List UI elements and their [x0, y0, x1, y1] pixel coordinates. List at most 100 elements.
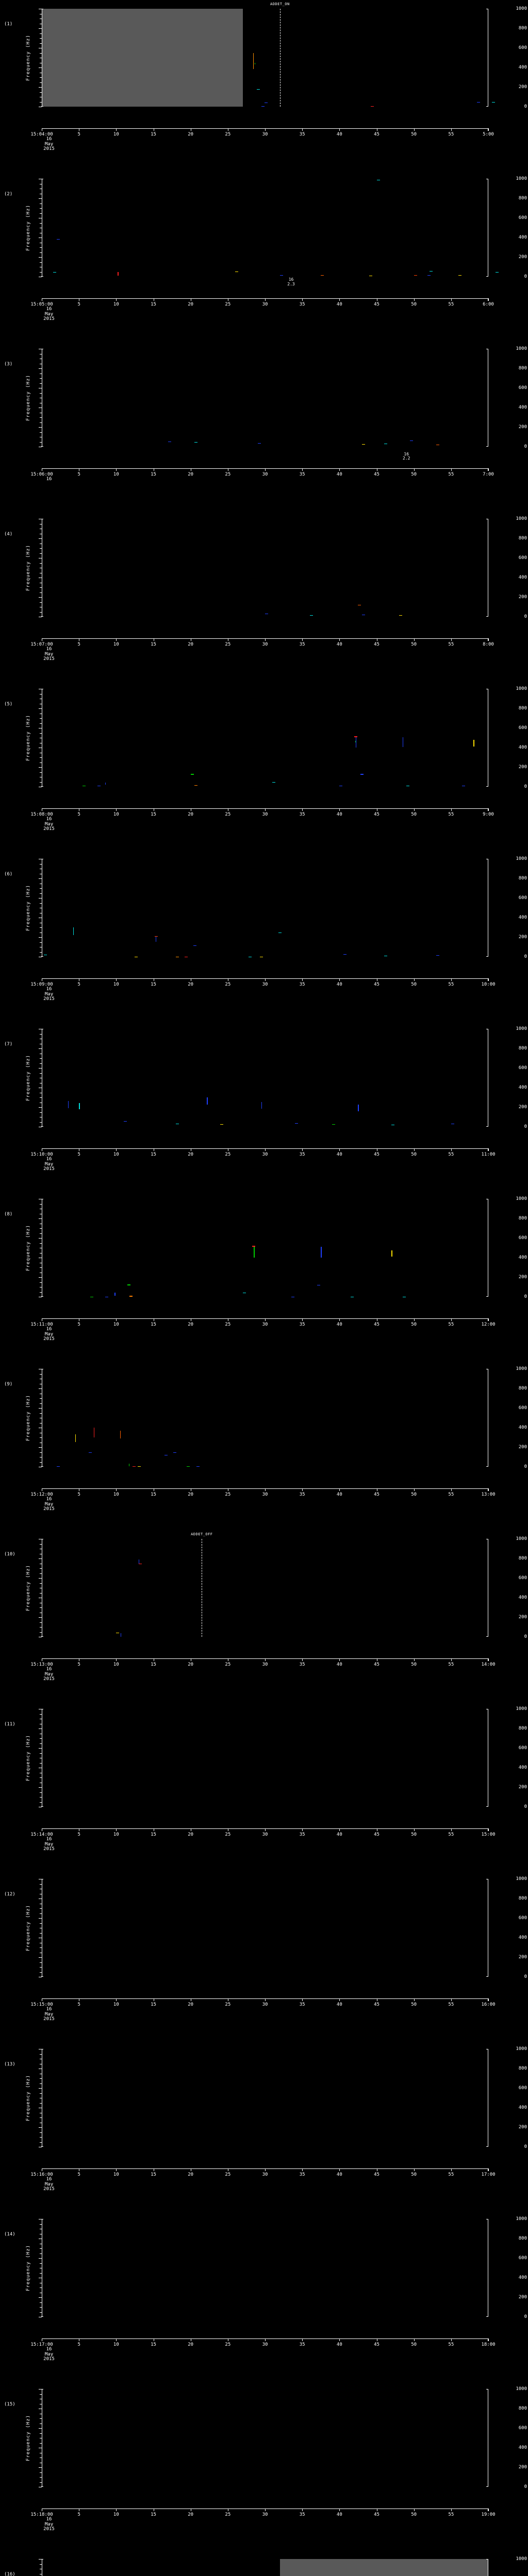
panel-number: (3)	[4, 362, 13, 367]
y-tick-minor	[40, 602, 42, 603]
y-tick-label: 1000	[516, 176, 527, 181]
plot-area[interactable]	[42, 2219, 488, 2317]
y-tick-minor	[40, 1243, 42, 1244]
plot-area[interactable]	[42, 1539, 488, 1637]
x-tick-label: 15:18:00	[30, 2512, 53, 2517]
x-tick-label: 13:00	[481, 1492, 496, 1497]
x-tick	[339, 298, 340, 301]
x-tick	[302, 1658, 303, 1661]
x-tick-label: 40	[336, 1152, 342, 1157]
x-tick-label: 35	[299, 2512, 305, 2517]
x-tick-label: 15:10:00	[30, 1152, 53, 1157]
spectrogram-panel: 0 200 400 600 800 1000 Frequency (Hz) (12) 15:15…	[0, 1877, 528, 2049]
x-tick-label: 10	[113, 472, 119, 477]
y-tick-minor	[40, 2142, 42, 2143]
panel-number: (13)	[4, 2062, 15, 2067]
plot-area[interactable]	[42, 1029, 488, 1127]
x-tick-label: 35	[299, 2172, 305, 2177]
x-tick	[488, 1658, 489, 1661]
y-tick-minor	[40, 432, 42, 433]
x-tick-label: 5	[77, 132, 80, 137]
y-tick-minor	[40, 2477, 42, 2478]
x-tick	[116, 1998, 117, 2001]
plot-area[interactable]	[42, 2049, 488, 2147]
y-tick-minor	[40, 548, 42, 549]
y-tick-label: 0	[524, 1974, 527, 1979]
x-axis-date-label: 16 May 2015	[43, 2007, 55, 2022]
plot-area[interactable]	[42, 1709, 488, 1807]
y-tick-minor	[40, 762, 42, 763]
x-tick	[488, 1998, 489, 2001]
y-tick-minor	[40, 1627, 42, 1628]
plot-area[interactable]	[42, 2389, 488, 2487]
x-tick-label: 50	[411, 2342, 417, 2347]
y-tick-label: 600	[518, 555, 527, 561]
x-tick-label: 45	[374, 1492, 380, 1497]
x-tick-label: 14:00	[481, 1662, 496, 1667]
y-tick-minor	[40, 553, 42, 554]
x-tick-label: 55	[448, 302, 454, 307]
x-tick	[265, 638, 266, 641]
y-tick-minor	[40, 252, 42, 253]
plot-area[interactable]	[42, 1199, 488, 1297]
x-tick-label: 20	[188, 1832, 194, 1837]
x-tick-label: 15:09:00	[30, 982, 53, 987]
x-tick-label: 25	[225, 302, 231, 307]
x-tick-label: 15	[151, 1492, 156, 1497]
x-tick-label: 12:00	[481, 1322, 496, 1327]
x-tick	[116, 2338, 117, 2341]
y-tick-label: 600	[518, 2426, 527, 2431]
x-axis-date-label: 16 May 2015	[43, 1327, 55, 1342]
plot-area[interactable]	[42, 179, 499, 277]
detection-track	[73, 927, 74, 935]
x-tick	[414, 2168, 415, 2171]
y-tick-minor	[40, 1972, 42, 1973]
plot-area[interactable]	[42, 689, 488, 787]
y-tick-minor	[40, 2137, 42, 2138]
detection-track	[294, 1123, 298, 1124]
y-tick-label: 600	[518, 895, 527, 901]
x-tick-label: 30	[262, 2512, 268, 2517]
x-tick	[451, 128, 452, 131]
y-tick-major	[39, 1107, 42, 1108]
x-tick	[265, 1828, 266, 1831]
x-tick-label: 40	[336, 2512, 342, 2517]
plot-background	[42, 1199, 488, 1297]
x-tick	[339, 638, 340, 641]
x-axis-date-label: 16 May 2015	[43, 2177, 55, 2192]
y-tick-minor	[40, 772, 42, 773]
plot-area[interactable]	[42, 519, 488, 617]
y-tick-minor	[40, 2287, 42, 2288]
x-tick	[488, 638, 489, 641]
y-tick-label: 0	[524, 1294, 527, 1299]
plot-area[interactable]	[42, 9, 496, 107]
detection-track	[361, 444, 365, 445]
y-tick-minor	[40, 612, 42, 613]
y-tick-minor	[40, 1777, 42, 1778]
x-tick-label: 5	[77, 642, 80, 647]
y-tick-minor	[40, 1573, 42, 1574]
plot-area[interactable]	[42, 2559, 488, 2576]
y-tick-label: 800	[518, 876, 527, 881]
y-axis-title: Frequency (Hz)	[25, 1055, 31, 1101]
x-tick-label: 20	[188, 2512, 194, 2517]
y-tick-minor	[40, 1802, 42, 1803]
plot-area[interactable]	[42, 349, 488, 447]
x-tick-label: 15:06:00	[30, 472, 53, 477]
detection-track	[360, 774, 364, 775]
x-tick-label: 5	[77, 472, 80, 477]
x-tick	[451, 2338, 452, 2341]
y-tick-label: 800	[518, 2066, 527, 2071]
detection-track	[391, 1250, 392, 1257]
y-tick-major	[39, 1617, 42, 1618]
plot-area[interactable]	[42, 1879, 488, 1977]
y-tick-minor	[40, 888, 42, 889]
x-tick-label: 25	[225, 642, 231, 647]
y-tick-label: 800	[518, 1046, 527, 1051]
detection-track	[194, 442, 197, 443]
y-tick-major	[39, 767, 42, 768]
x-tick-label: 20	[188, 2172, 194, 2177]
plot-area[interactable]	[42, 859, 488, 957]
plot-area[interactable]	[42, 1369, 488, 1467]
